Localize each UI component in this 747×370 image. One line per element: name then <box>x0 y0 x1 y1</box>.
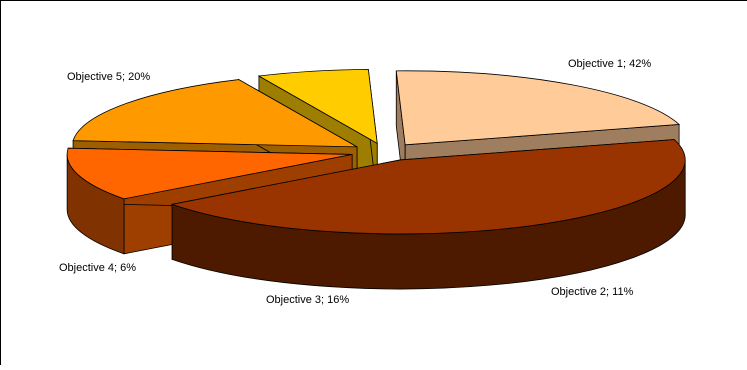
pie-slices <box>66 68 686 290</box>
data-label-objective-5: Objective 5; 20% <box>67 71 150 83</box>
data-label-objective-2: Objective 2; 11% <box>551 286 634 298</box>
data-label-objective-1: Objective 1; 42% <box>568 58 651 70</box>
data-label-objective-4: Objective 4; 6% <box>59 262 136 274</box>
data-label-objective-3: Objective 3; 16% <box>266 294 349 306</box>
pie-slice-objective-1 <box>170 139 686 290</box>
data-labels: Objective 1; 42% Objective 2; 11% Object… <box>59 58 651 306</box>
